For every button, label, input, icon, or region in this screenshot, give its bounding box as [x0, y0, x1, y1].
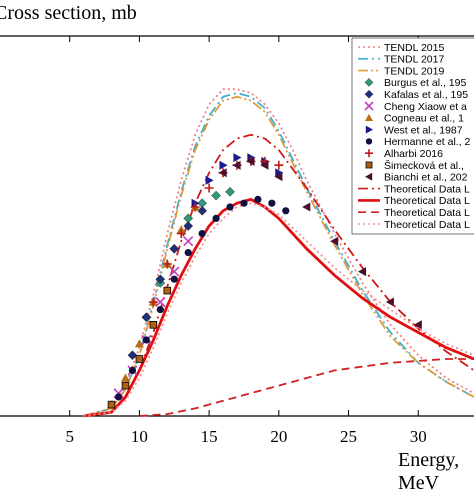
legend-label: TENDL 2015 [384, 42, 444, 54]
y-axis-label-text: Cross section, mb [0, 2, 137, 24]
data-point-plus [204, 183, 214, 193]
legend-label: Theoretical Data L [384, 219, 470, 231]
data-point-circle [212, 214, 220, 222]
data-point-circle [268, 199, 276, 207]
data-point-plus [274, 160, 284, 170]
data-point-triangle-right [233, 153, 242, 163]
legend-label: Cogneau et al., 1 [384, 113, 464, 125]
data-point-triangle-left [260, 160, 269, 170]
data-point-triangle-up [134, 339, 144, 348]
data-point-circle [226, 203, 234, 211]
data-point-square [163, 286, 172, 295]
data-point-circle [254, 195, 262, 203]
y-axis-label: Cross section, mb [0, 2, 137, 25]
series-curve-5 [83, 198, 474, 418]
data-point-triangle-left [246, 156, 255, 166]
marker-layer [107, 153, 422, 409]
legend-swatch-triangle-right [365, 125, 373, 134]
legend-label: Theoretical Data L [384, 195, 470, 207]
x-tick-label: 15 [201, 427, 218, 446]
data-point-circle [128, 366, 137, 374]
series-curve-1 [83, 88, 474, 417]
legend-swatch-diamond [364, 78, 374, 87]
x-axis-label: Energy, MeV [398, 449, 474, 495]
data-point-triangle-left [413, 320, 422, 330]
data-point-plus [162, 259, 172, 269]
data-point-circle [198, 230, 206, 238]
data-point-diamond [127, 350, 138, 361]
plot-frame [0, 35, 474, 417]
series-curve-4 [83, 133, 474, 417]
data-point-triangle-left [385, 297, 394, 307]
data-point-triangle-left [330, 236, 339, 246]
data-point-circle [240, 199, 248, 207]
data-point-triangle-left [274, 172, 283, 182]
x-axis-ticks: 5 10 15 20 25 30 [65, 36, 427, 446]
legend-label: Kafalas et al., 195 [384, 89, 468, 101]
data-point-square [149, 321, 158, 329]
legend-swatch-diamond [364, 89, 374, 99]
data-point-triangle-left [302, 202, 311, 212]
data-point-circle [282, 207, 290, 215]
legend-label: Bianchi et al., 202 [384, 172, 468, 184]
legend-swatch-triangle-left [365, 172, 373, 181]
data-point-diamond [169, 243, 180, 254]
data-point-triangle-left [357, 267, 367, 277]
data-point-plus [176, 229, 186, 239]
data-point-plus [148, 297, 158, 307]
legend-swatch-circle [365, 138, 373, 145]
data-point-plus [190, 202, 200, 212]
data-point-x [169, 266, 180, 277]
x-tick-label: 5 [65, 427, 74, 446]
data-point-triangle-left [232, 160, 241, 170]
legend-label: Theoretical Data L [384, 183, 470, 195]
data-point-diamond [197, 205, 208, 216]
data-point-diamond [225, 186, 235, 197]
data-point-triangle-right [205, 175, 214, 185]
series-curve-6 [139, 358, 474, 417]
data-point-circle [170, 275, 178, 283]
x-tick-label: 25 [340, 427, 357, 446]
data-point-square [121, 381, 130, 390]
legend-label: Alharbi 2016 [384, 148, 443, 160]
data-point-square [135, 355, 144, 363]
data-point-x [183, 236, 194, 247]
x-tick-label: 20 [270, 427, 287, 446]
data-point-circle [114, 393, 123, 401]
data-point-circle [156, 306, 164, 314]
data-point-square [107, 400, 116, 409]
x-tick-label: 30 [410, 427, 427, 446]
legend-label: TENDL 2019 [384, 65, 444, 77]
data-point-circle [142, 336, 150, 344]
legend-label: Cheng Xiaow et a [384, 101, 467, 113]
data-point-diamond [155, 274, 166, 285]
data-point-diamond [211, 190, 221, 201]
legend-label: Theoretical Data L [384, 207, 470, 219]
x-tick-label: 10 [131, 427, 148, 446]
data-point-circle [184, 249, 192, 257]
legend-swatch-triangle-up [365, 113, 373, 121]
data-point-diamond [141, 312, 152, 323]
legend-swatch-plus [365, 149, 373, 158]
legend-label: Hermanne et al., 2 [384, 136, 471, 148]
legend-label: Šimecková et al., [384, 159, 464, 172]
legend-label: West et al., 1987 [384, 124, 463, 136]
legend-swatch-square [365, 161, 373, 169]
data-point-triangle-left [218, 168, 227, 178]
x-axis-label-text: Energy, MeV [398, 449, 460, 494]
legend-label: TENDL 2017 [384, 54, 444, 66]
data-point-triangle-right [219, 160, 228, 170]
data-point-diamond [183, 221, 194, 231]
series-curve-7 [83, 202, 474, 417]
legend-swatch-x [364, 101, 374, 111]
data-point-triangle-up [120, 373, 130, 382]
legend-label: Burgus et al., 195 [384, 77, 466, 89]
